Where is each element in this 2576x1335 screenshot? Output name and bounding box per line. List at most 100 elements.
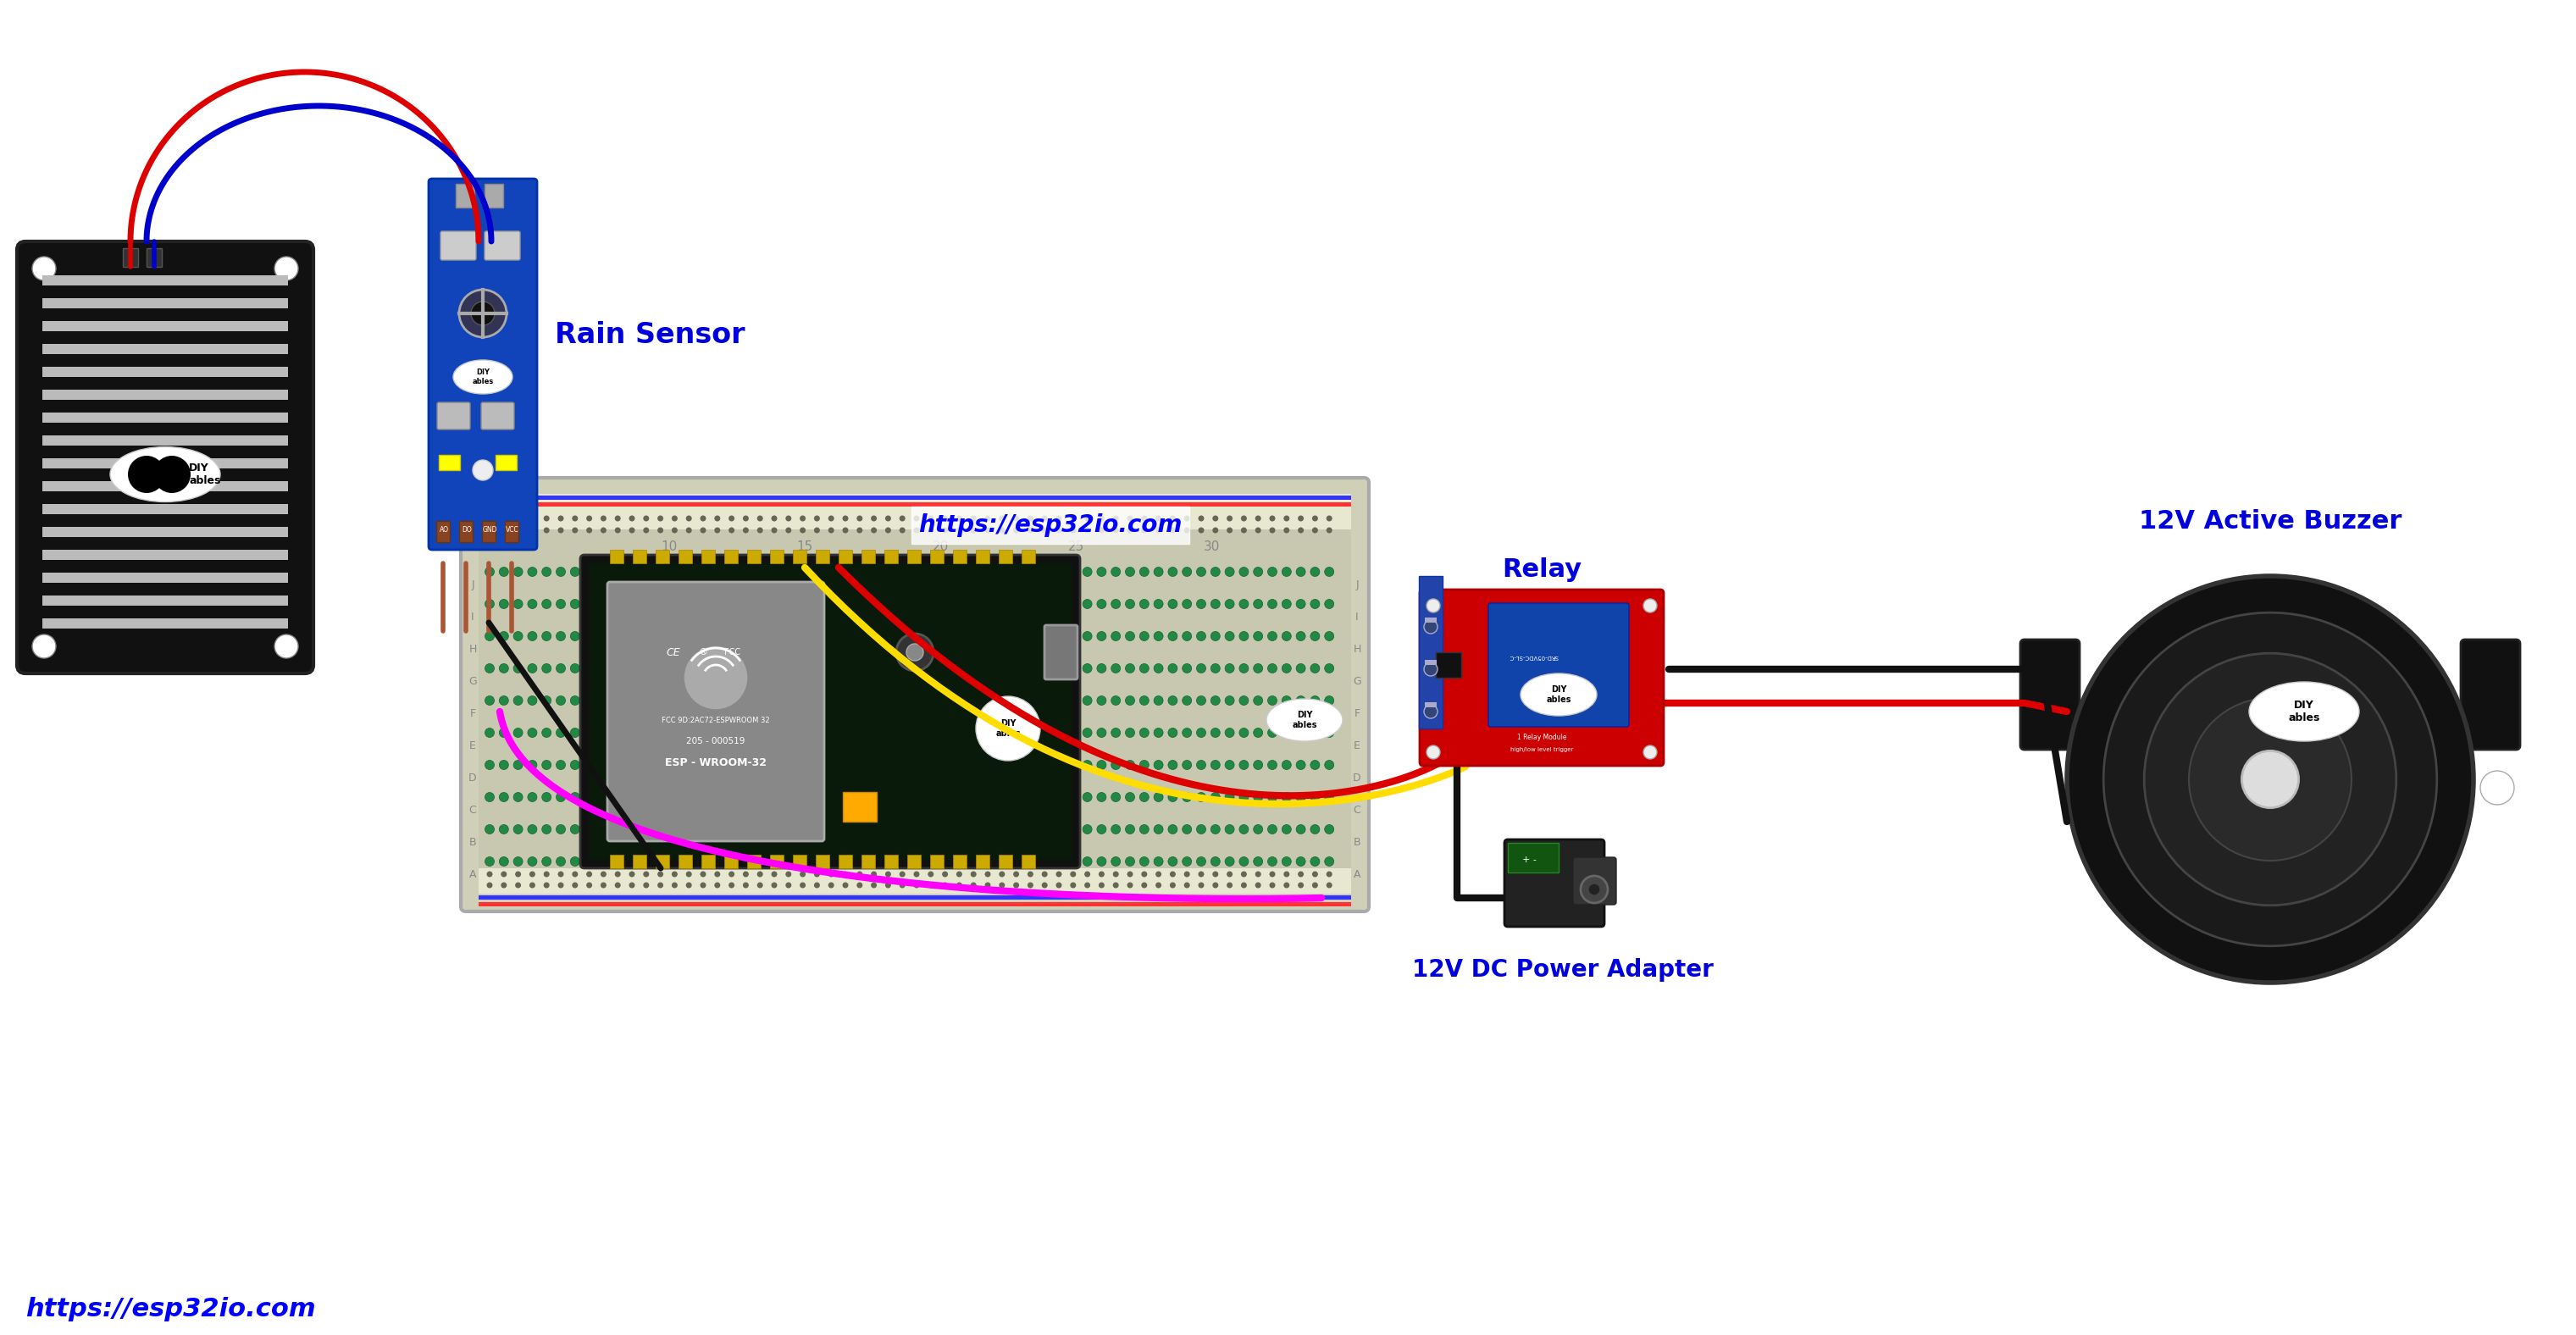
Circle shape [1041,631,1048,641]
Circle shape [1154,793,1164,802]
Circle shape [783,567,793,577]
Circle shape [587,515,592,522]
Circle shape [657,872,665,877]
Circle shape [927,825,935,834]
Circle shape [559,882,564,888]
Circle shape [1182,696,1193,705]
Circle shape [757,882,762,888]
Circle shape [672,527,677,533]
Circle shape [541,696,551,705]
Text: C: C [1352,804,1360,816]
Circle shape [459,290,507,338]
Circle shape [1084,527,1090,533]
Bar [907,854,920,868]
Circle shape [868,696,878,705]
Circle shape [984,793,992,802]
Circle shape [840,793,850,802]
Bar [817,854,829,868]
Circle shape [513,857,523,866]
Circle shape [799,663,806,673]
Circle shape [1082,663,1092,673]
Circle shape [1025,599,1036,609]
Circle shape [1311,760,1319,769]
Circle shape [884,793,894,802]
Bar [999,550,1012,563]
Circle shape [1311,663,1319,673]
Bar [701,854,716,868]
Circle shape [1311,728,1319,737]
Circle shape [698,696,708,705]
Circle shape [500,696,507,705]
Circle shape [914,515,920,522]
Circle shape [811,631,822,641]
Circle shape [1255,857,1262,866]
Circle shape [670,793,680,802]
Circle shape [868,825,878,834]
Circle shape [1211,825,1221,834]
Circle shape [1154,599,1164,609]
Circle shape [1054,631,1064,641]
Circle shape [1139,567,1149,577]
Circle shape [969,567,979,577]
Circle shape [629,631,636,641]
Circle shape [1198,872,1203,877]
Circle shape [1141,515,1146,522]
Bar [479,530,1350,868]
Circle shape [1425,619,1437,634]
Circle shape [641,760,652,769]
Circle shape [783,728,793,737]
Circle shape [1298,527,1303,533]
Circle shape [1267,825,1278,834]
Circle shape [1139,825,1149,834]
Circle shape [714,599,721,609]
Circle shape [657,760,665,769]
Circle shape [899,882,904,888]
Circle shape [726,663,737,673]
Bar [41,413,289,423]
Circle shape [927,515,933,522]
Circle shape [940,599,951,609]
Circle shape [541,567,551,577]
Circle shape [814,527,819,533]
Bar [456,184,474,207]
Bar [747,550,760,563]
Circle shape [585,631,595,641]
Circle shape [629,760,636,769]
Circle shape [1012,663,1020,673]
Circle shape [541,663,551,673]
Circle shape [598,760,608,769]
Circle shape [2105,613,2437,947]
Bar [701,550,716,563]
Circle shape [629,825,636,834]
Circle shape [770,567,778,577]
Circle shape [1069,857,1077,866]
Circle shape [1041,793,1048,802]
Text: J: J [471,579,474,590]
Circle shape [1589,884,1600,896]
Circle shape [714,793,721,802]
Text: ESP - WROOM-32: ESP - WROOM-32 [665,757,768,768]
Circle shape [1012,825,1020,834]
FancyBboxPatch shape [1419,590,1664,766]
Text: DIY
ables: DIY ables [1293,710,1316,729]
Circle shape [155,455,191,493]
Bar [724,854,737,868]
Circle shape [956,857,963,866]
Bar [495,455,518,470]
Circle shape [1270,882,1275,888]
Circle shape [1110,760,1121,769]
Circle shape [783,663,793,673]
Circle shape [1126,567,1133,577]
Circle shape [896,599,907,609]
Circle shape [657,663,665,673]
Circle shape [912,567,922,577]
Circle shape [1082,728,1092,737]
Circle shape [513,567,523,577]
Circle shape [1267,631,1278,641]
Circle shape [1182,631,1193,641]
Circle shape [644,515,649,522]
Circle shape [1195,857,1206,866]
Circle shape [770,760,778,769]
Circle shape [598,728,608,737]
Circle shape [1211,631,1221,641]
